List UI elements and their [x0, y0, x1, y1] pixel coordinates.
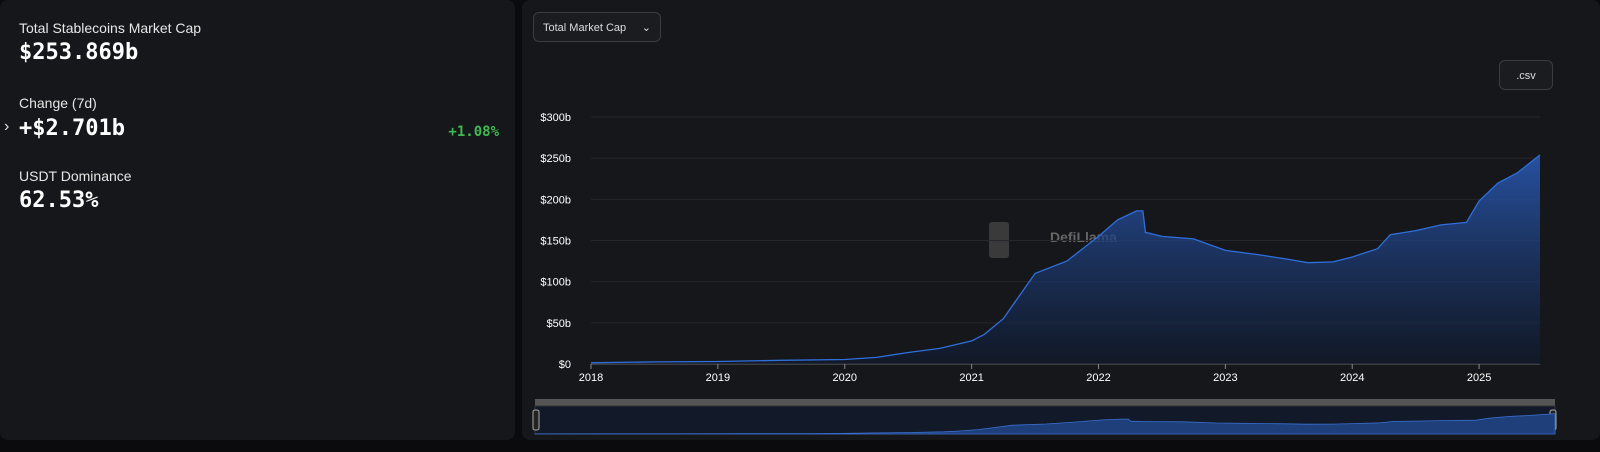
x-tick-label: 2021 [959, 372, 983, 384]
stat-label: Change (7d) [19, 95, 97, 111]
metric-dropdown[interactable]: Total Market Cap ⌄ [533, 12, 661, 42]
stat-change: +1.08% [448, 124, 499, 140]
y-tick-label: $200b [540, 194, 571, 206]
x-tick-label: 2020 [833, 372, 857, 384]
expand-icon[interactable]: › [4, 118, 10, 135]
brush-handle-bar[interactable] [535, 399, 1555, 406]
y-tick-label: $100b [540, 277, 571, 289]
y-tick-label: $50b [547, 318, 571, 330]
chart: DefiLlama $0$50b$100b$150b$200b$250b$300… [532, 112, 1557, 435]
x-tick-label: 2025 [1467, 372, 1491, 384]
area [591, 154, 1540, 364]
csv-button[interactable]: .csv [1499, 60, 1553, 90]
stat-label: USDT Dominance [19, 168, 132, 184]
chart-panel: DefiLlama $0 $50b $100b $150b $200b $250b $300… [522, 0, 1600, 440]
stats-panel: Total Stablecoins Market Cap $253.869b C… [0, 0, 515, 440]
y-tick-label: $150b [540, 236, 571, 248]
stat-value: 62.53% [19, 188, 99, 213]
dropdown-label: Total Market Cap [543, 22, 627, 34]
y-tick-label: $250b [540, 153, 571, 165]
stat-value: +$2.701b [19, 116, 125, 141]
brush-left[interactable] [532, 409, 540, 431]
x-tick-label: 2022 [1086, 372, 1110, 384]
csv-label: .csv [1516, 70, 1536, 82]
x-tick-label: 2019 [706, 372, 730, 384]
x-tick-label: 2023 [1213, 372, 1237, 384]
dropdown-caret: ⌄ [641, 22, 651, 34]
x-tick-label: 2018 [579, 372, 603, 384]
line [590, 154, 1541, 364]
x-tick-label: 2024 [1340, 372, 1364, 384]
stat-label: Total Stablecoins Market Cap [19, 20, 202, 36]
y-tick-label: $0 [559, 359, 571, 371]
stat-value: $253.869b [19, 40, 139, 65]
y-tick-label: $300b [540, 112, 571, 124]
brush-preview [534, 413, 1556, 435]
